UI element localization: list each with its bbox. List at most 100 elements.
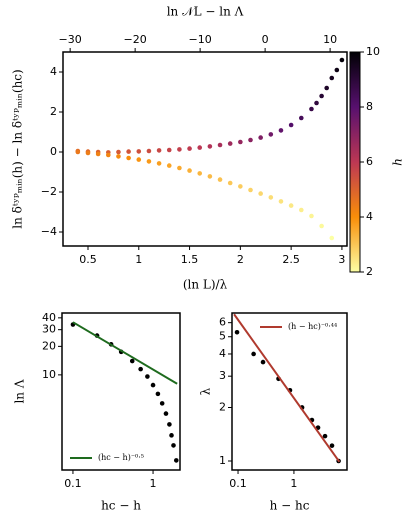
point — [319, 223, 324, 229]
point — [268, 195, 274, 200]
point — [319, 93, 324, 99]
x-tick-label: 1.5 — [181, 253, 199, 266]
point — [329, 443, 335, 448]
x-tick-label: 0.1 — [229, 477, 247, 490]
y-tick-label: 5 — [219, 330, 226, 343]
y-tick-label: −4 — [41, 225, 57, 238]
y-tick-label: 4 — [50, 65, 57, 78]
point — [163, 411, 169, 416]
point — [227, 141, 233, 146]
y-axis-label: ln δᵗʸᵖₘᵢₙ(h) − ln δᵗʸᵖₘᵢₙ(hc) — [11, 69, 25, 228]
point — [298, 115, 304, 121]
colorbar-tick-label: 8 — [366, 100, 373, 113]
legend-label: (h − hc)⁻⁰·⁴⁴ — [288, 322, 337, 331]
point — [187, 146, 192, 151]
point — [138, 366, 143, 372]
point — [260, 359, 266, 365]
point — [173, 458, 179, 463]
y-tick-label: 4 — [219, 347, 226, 360]
x-tick-label: 0.5 — [79, 253, 97, 266]
point — [106, 152, 111, 158]
x-axis-label: h − hc — [270, 499, 310, 513]
point — [136, 157, 142, 162]
fit-line — [233, 313, 341, 463]
y-tick-label: −2 — [41, 185, 57, 198]
point — [187, 168, 192, 173]
point — [324, 85, 329, 91]
point — [171, 443, 176, 448]
point — [217, 177, 223, 182]
point — [278, 199, 284, 204]
colorbar-tick-label: 4 — [366, 210, 373, 223]
point — [150, 382, 156, 388]
x-tick-label: 1 — [150, 477, 157, 490]
point — [251, 351, 256, 357]
point — [227, 180, 233, 186]
point — [329, 235, 335, 241]
point — [278, 128, 284, 133]
point — [197, 145, 203, 150]
plot-frame — [62, 51, 348, 247]
y-tick-label: 1 — [219, 454, 226, 467]
point — [159, 401, 165, 406]
y-tick-label: 0 — [50, 145, 57, 158]
point — [258, 135, 263, 140]
point — [248, 187, 253, 193]
x2-tick-label: −30 — [59, 33, 82, 46]
x-axis-label: hc − h — [101, 499, 141, 513]
point — [75, 149, 81, 155]
fit-line — [72, 321, 178, 385]
x2-tick-label: 0 — [262, 33, 269, 46]
point — [166, 147, 172, 153]
y-tick-label: 2 — [219, 400, 226, 413]
x-tick-label: 1 — [135, 253, 142, 266]
x-tick-label: 2 — [237, 253, 244, 266]
point — [258, 191, 263, 196]
legend-label: (hc − h)⁻⁰·⁵ — [98, 453, 144, 462]
point — [146, 159, 152, 164]
point — [146, 148, 152, 154]
point — [155, 391, 161, 397]
y-tick-label: 6 — [219, 316, 226, 329]
point — [126, 149, 131, 154]
point — [234, 329, 240, 335]
point — [207, 174, 213, 179]
point — [156, 148, 162, 153]
point — [217, 142, 223, 148]
colorbar-tick-label: 6 — [366, 155, 373, 168]
point — [248, 137, 253, 143]
y-tick-label: 40 — [42, 311, 56, 324]
x-tick-label: 0.1 — [64, 477, 82, 490]
point — [167, 422, 172, 427]
y-tick-label: 20 — [42, 339, 56, 352]
point — [238, 184, 243, 189]
point — [309, 106, 314, 112]
point — [238, 139, 243, 145]
x-axis-label: (ln L)/λ — [183, 278, 228, 292]
point — [314, 100, 319, 106]
plot-frame — [61, 312, 181, 471]
point — [288, 122, 294, 128]
x-tick-label: 2.5 — [282, 253, 300, 266]
point — [309, 213, 314, 219]
x2-tick-label: −10 — [189, 33, 212, 46]
point — [126, 155, 131, 161]
point — [169, 433, 174, 438]
point — [85, 150, 91, 156]
plot-frame — [231, 312, 348, 471]
point — [288, 203, 294, 208]
point — [136, 149, 142, 154]
point — [156, 161, 162, 166]
point — [177, 147, 182, 152]
colorbar-label: h — [391, 158, 405, 166]
x-tick-label: 1 — [290, 477, 297, 490]
point — [329, 75, 335, 81]
x2-axis-label: ln 𝒩L − ln Λ — [167, 5, 244, 19]
y-tick-label: 10 — [42, 368, 56, 381]
y-axis-label: λ — [199, 387, 213, 395]
point — [322, 433, 328, 439]
x-tick-label: 3 — [338, 253, 345, 266]
point — [197, 171, 203, 176]
point — [334, 67, 340, 73]
